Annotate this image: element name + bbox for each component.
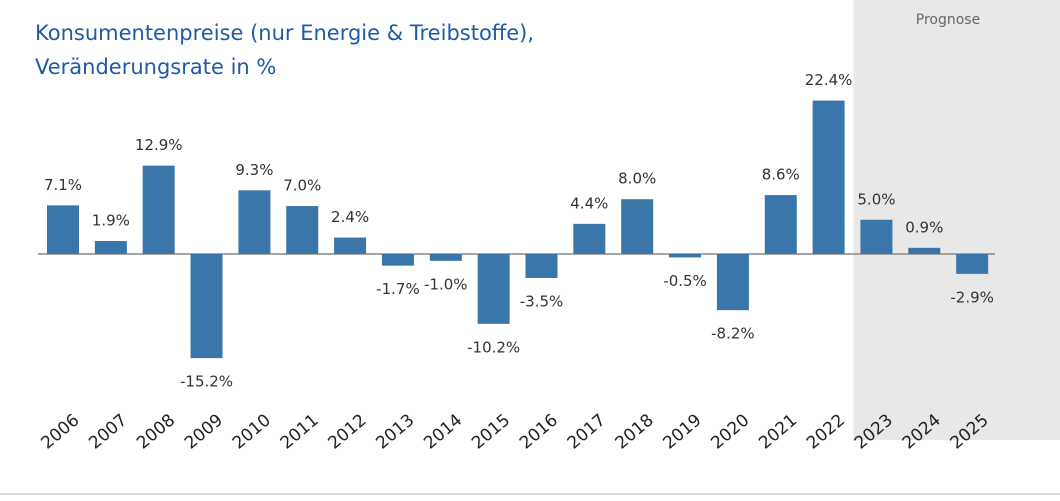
x-tick-label: 2006 <box>37 410 83 453</box>
data-label: 4.4% <box>570 194 608 212</box>
chart-title: Veränderungsrate in % <box>35 55 276 79</box>
data-label: 8.6% <box>762 166 800 184</box>
bar <box>573 223 606 254</box>
x-tick-label: 2014 <box>420 410 466 453</box>
bar <box>477 254 510 324</box>
bar <box>956 254 989 274</box>
bar <box>764 195 797 254</box>
bar <box>286 206 319 254</box>
bar <box>334 237 367 254</box>
data-label: 2.4% <box>331 208 369 226</box>
bar <box>94 240 127 254</box>
x-tick-label: 2011 <box>277 410 323 453</box>
bar <box>190 254 223 359</box>
x-tick-label: 2009 <box>181 410 227 453</box>
data-label: 9.3% <box>235 161 273 179</box>
x-tick-label: 2018 <box>612 410 658 453</box>
bar <box>621 199 654 254</box>
x-tick-label: 2007 <box>85 410 131 453</box>
data-label: -2.9% <box>950 288 994 306</box>
data-label: -0.5% <box>663 272 707 290</box>
data-label: -8.2% <box>711 325 755 343</box>
x-tick-label: 2017 <box>564 410 610 453</box>
bar <box>525 254 558 278</box>
x-tick-label: 2010 <box>229 410 275 453</box>
bar <box>669 254 702 258</box>
x-tick-label: 2015 <box>468 410 514 453</box>
data-label: -1.0% <box>424 275 468 293</box>
x-tick-label: 2012 <box>325 410 371 453</box>
x-tick-label: 2019 <box>659 410 705 453</box>
data-label: -3.5% <box>520 292 564 310</box>
x-tick-label: 2021 <box>755 410 801 453</box>
bar <box>238 190 271 254</box>
x-tick-label: 2020 <box>707 410 753 453</box>
bar <box>716 254 749 311</box>
x-tick-label: 2016 <box>516 410 562 453</box>
data-label: 7.1% <box>44 176 82 194</box>
x-tick-label: 2013 <box>372 410 418 453</box>
x-tick-label: 2022 <box>803 410 849 453</box>
data-label: -10.2% <box>467 338 520 356</box>
data-label: 7.0% <box>283 177 321 195</box>
data-label: 8.0% <box>618 170 656 188</box>
data-label: 12.9% <box>135 136 183 154</box>
data-label: 0.9% <box>905 218 943 236</box>
bar <box>860 219 893 254</box>
data-label: -1.7% <box>376 280 420 298</box>
bar <box>908 247 941 254</box>
data-label: -15.2% <box>180 373 233 391</box>
forecast-label: Prognose <box>916 12 980 28</box>
bar <box>47 205 79 254</box>
data-label: 1.9% <box>92 211 130 229</box>
x-tick-label: 2008 <box>133 410 179 453</box>
bar <box>812 100 845 254</box>
bar <box>381 254 414 266</box>
data-label: 5.0% <box>857 190 895 208</box>
data-label: 22.4% <box>805 71 853 89</box>
bar <box>142 165 175 254</box>
bar <box>429 254 462 261</box>
chart-title: Konsumentenpreise (nur Energie & Treibst… <box>35 21 534 45</box>
